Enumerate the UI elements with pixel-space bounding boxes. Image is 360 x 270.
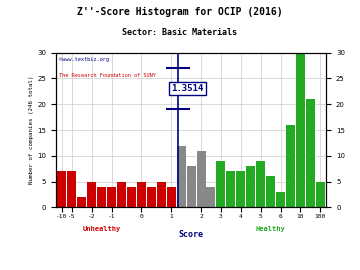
Text: Healthy: Healthy [256,226,285,232]
Bar [157,182,166,207]
Bar [286,125,295,207]
Bar [67,171,76,207]
Bar [117,182,126,207]
Bar [97,187,106,207]
Bar [186,166,195,207]
Bar [266,177,275,207]
Y-axis label: Number of companies (246 total): Number of companies (246 total) [30,76,35,184]
Bar [197,151,206,207]
Bar [246,166,255,207]
Text: 1.3514: 1.3514 [171,84,203,93]
Text: The Research Foundation of SUNY: The Research Foundation of SUNY [59,73,156,78]
Bar [276,192,285,207]
Bar [296,53,305,207]
Bar [216,161,225,207]
Text: ©www.textbiz.org: ©www.textbiz.org [59,57,109,62]
Bar [167,187,176,207]
Bar [226,171,235,207]
Bar [107,187,116,207]
Bar [316,182,325,207]
Bar [207,187,215,207]
Text: Unhealthy: Unhealthy [82,226,121,232]
Text: Z''-Score Histogram for OCIP (2016): Z''-Score Histogram for OCIP (2016) [77,7,283,17]
Bar [137,182,146,207]
Text: Sector: Basic Materials: Sector: Basic Materials [122,28,238,37]
Bar [177,146,186,207]
Bar [147,187,156,207]
Bar [57,171,66,207]
Bar [306,99,315,207]
X-axis label: Score: Score [179,230,204,239]
Bar [77,197,86,207]
Bar [87,182,96,207]
Bar [256,161,265,207]
Bar [127,187,136,207]
Bar [236,171,245,207]
